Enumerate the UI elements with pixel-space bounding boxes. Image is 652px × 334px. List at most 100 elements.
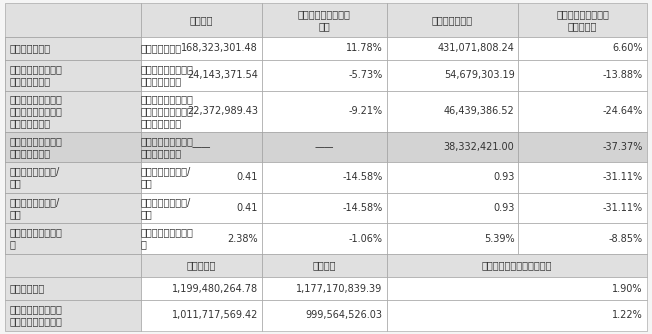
Text: 1,011,717,569.42: 1,011,717,569.42 <box>171 310 258 320</box>
Text: -14.58%: -14.58% <box>342 172 383 182</box>
Text: 年初至报告期末: 年初至报告期末 <box>432 15 473 25</box>
Text: 稀释每股收益（元/
股）: 稀释每股收益（元/ 股） <box>9 197 59 219</box>
Bar <box>5 37 141 60</box>
Text: -37.37%: -37.37% <box>602 142 643 152</box>
Text: 0.93: 0.93 <box>493 172 514 182</box>
Bar <box>5 162 141 193</box>
Text: 本报告期比上年同期
增减: 本报告期比上年同期 增减 <box>298 9 351 31</box>
Text: -5.73%: -5.73% <box>348 70 383 80</box>
Bar <box>5 60 141 91</box>
Bar <box>262 37 387 60</box>
Text: 营业收入（元）: 营业收入（元） <box>141 43 182 53</box>
Text: 22,372,989.43: 22,372,989.43 <box>187 106 258 116</box>
Text: -8.85%: -8.85% <box>609 233 643 243</box>
Text: 168,323,301.48: 168,323,301.48 <box>181 43 258 53</box>
Text: ——: —— <box>192 142 211 152</box>
Text: 年初至报告期末比上
年同期增减: 年初至报告期末比上 年同期增减 <box>556 9 609 31</box>
Bar <box>5 91 141 132</box>
Bar <box>262 132 387 162</box>
Text: 加权平均净资产收益
率: 加权平均净资产收益 率 <box>9 227 62 249</box>
Bar <box>518 193 647 223</box>
Bar <box>518 162 647 193</box>
Bar <box>141 91 262 132</box>
Text: 经营活动产生的现金
流量净额（元）: 经营活动产生的现金 流量净额（元） <box>9 136 62 158</box>
Text: 999,564,526.03: 999,564,526.03 <box>306 310 383 320</box>
Bar <box>387 277 647 300</box>
Bar <box>262 162 387 193</box>
Bar <box>262 91 387 132</box>
Text: -24.64%: -24.64% <box>602 106 643 116</box>
Text: -14.58%: -14.58% <box>342 203 383 213</box>
Text: 11.78%: 11.78% <box>346 43 383 53</box>
Text: 本报告期: 本报告期 <box>190 15 213 25</box>
Bar <box>141 277 262 300</box>
Bar <box>518 223 647 254</box>
Bar <box>5 37 141 60</box>
Text: 6.60%: 6.60% <box>612 43 643 53</box>
Bar <box>141 162 262 193</box>
Text: 2.38%: 2.38% <box>228 233 258 243</box>
Bar <box>387 193 518 223</box>
Text: 本报告期末比上年度末增减: 本报告期末比上年度末增减 <box>481 261 552 271</box>
Text: ——: —— <box>314 142 334 152</box>
Bar <box>5 162 141 193</box>
Bar <box>141 37 262 60</box>
Bar <box>141 254 262 277</box>
Text: 营业收入（元）: 营业收入（元） <box>9 43 50 53</box>
Text: -13.88%: -13.88% <box>602 70 643 80</box>
Text: 5.39%: 5.39% <box>484 233 514 243</box>
Bar <box>387 91 518 132</box>
Bar <box>5 3 141 37</box>
Text: 归属于上市公司股东
的净利润（元）: 归属于上市公司股东 的净利润（元） <box>9 64 62 86</box>
Text: 1.22%: 1.22% <box>612 310 643 320</box>
Bar <box>5 132 141 162</box>
Bar <box>5 223 141 254</box>
Bar <box>141 193 262 223</box>
Text: 54,679,303.19: 54,679,303.19 <box>444 70 514 80</box>
Bar <box>5 91 141 132</box>
Bar <box>5 223 141 254</box>
Bar <box>387 254 647 277</box>
Bar <box>5 254 141 277</box>
Text: 24,143,371.54: 24,143,371.54 <box>187 70 258 80</box>
Text: 加权平均净资产收益
率: 加权平均净资产收益 率 <box>141 227 194 249</box>
Bar <box>387 162 518 193</box>
Bar <box>262 60 387 91</box>
Text: 经营活动产生的现金
流量净额（元）: 经营活动产生的现金 流量净额（元） <box>141 136 194 158</box>
Bar <box>262 277 387 300</box>
Text: 稀释每股收益（元/
股）: 稀释每股收益（元/ 股） <box>141 197 191 219</box>
Bar <box>387 132 518 162</box>
Text: 1,177,170,839.39: 1,177,170,839.39 <box>297 284 383 294</box>
Text: 归属于上市公司股东
的扣除非经常性损益
的净利润（元）: 归属于上市公司股东 的扣除非经常性损益 的净利润（元） <box>141 94 194 128</box>
Text: 归属于上市公司股东
的扣除非经常性损益
的净利润（元）: 归属于上市公司股东 的扣除非经常性损益 的净利润（元） <box>9 94 62 128</box>
Text: 1.90%: 1.90% <box>612 284 643 294</box>
Bar <box>5 300 141 331</box>
Bar <box>387 37 518 60</box>
Bar <box>5 60 141 91</box>
Bar <box>141 60 262 91</box>
Text: 38,332,421.00: 38,332,421.00 <box>444 142 514 152</box>
Text: 归属于上市公司股东
的净利润（元）: 归属于上市公司股东 的净利润（元） <box>141 64 194 86</box>
Bar <box>5 193 141 223</box>
Bar <box>5 193 141 223</box>
Bar <box>141 223 262 254</box>
Bar <box>262 254 387 277</box>
Text: -1.06%: -1.06% <box>349 233 383 243</box>
Text: 归属于上市公司股东
的所有者权益（元）: 归属于上市公司股东 的所有者权益（元） <box>9 304 62 326</box>
Bar <box>262 3 387 37</box>
Bar <box>518 91 647 132</box>
Bar <box>262 300 387 331</box>
Bar <box>387 60 518 91</box>
Bar <box>387 3 518 37</box>
Text: 0.93: 0.93 <box>493 203 514 213</box>
Bar <box>518 37 647 60</box>
Bar <box>518 3 647 37</box>
Bar <box>141 3 262 37</box>
Bar <box>141 300 262 331</box>
Text: 431,071,808.24: 431,071,808.24 <box>437 43 514 53</box>
Text: 1,199,480,264.78: 1,199,480,264.78 <box>172 284 258 294</box>
Bar <box>387 300 647 331</box>
Bar <box>387 223 518 254</box>
Text: 本报告期末: 本报告期末 <box>186 261 216 271</box>
Text: 基本每股收益（元/
股）: 基本每股收益（元/ 股） <box>141 166 191 188</box>
